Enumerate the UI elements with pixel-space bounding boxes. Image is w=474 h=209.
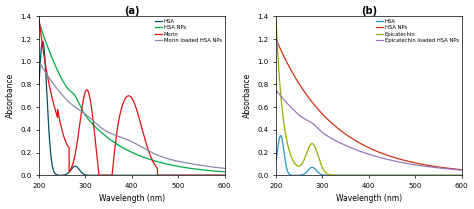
HSA xyxy=(278,134,283,137)
Morin xyxy=(217,174,222,177)
HSA xyxy=(127,174,132,177)
Morin xyxy=(96,174,102,177)
Epicatechin xyxy=(364,174,369,177)
Epicatechin loaded HSA NPs xyxy=(273,89,279,91)
HSA xyxy=(364,174,369,177)
Epicatechin xyxy=(453,174,459,177)
HSA NPs xyxy=(121,147,127,150)
HSA NPs xyxy=(454,168,459,170)
HSA NPs xyxy=(419,163,425,166)
HSA NPs xyxy=(273,38,279,40)
Morin loaded HSA NPs xyxy=(127,139,132,142)
Morin xyxy=(222,174,228,177)
Morin xyxy=(36,17,42,20)
Y-axis label: Absorbance: Absorbance xyxy=(6,73,15,119)
HSA xyxy=(40,40,46,43)
HSA NPs xyxy=(182,166,188,169)
Line: Morin loaded HSA NPs: Morin loaded HSA NPs xyxy=(39,62,225,168)
HSA xyxy=(217,174,222,177)
HSA NPs xyxy=(222,171,228,173)
HSA NPs xyxy=(216,170,222,173)
Morin xyxy=(46,80,51,83)
X-axis label: Wavelength (nm): Wavelength (nm) xyxy=(99,194,165,203)
Epicatechin loaded HSA NPs xyxy=(454,168,459,171)
HSA xyxy=(273,160,279,162)
HSA NPs xyxy=(364,145,369,148)
HSA NPs xyxy=(358,143,364,145)
Morin loaded HSA NPs xyxy=(182,162,188,164)
Epicatechin loaded HSA NPs xyxy=(364,152,369,155)
Morin loaded HSA NPs xyxy=(46,76,51,78)
HSA NPs xyxy=(46,48,51,50)
Line: Morin: Morin xyxy=(39,19,225,175)
Morin xyxy=(127,95,132,97)
Epicatechin loaded HSA NPs xyxy=(459,169,465,171)
Epicatechin loaded HSA NPs xyxy=(283,100,288,103)
Morin xyxy=(182,174,188,177)
Y-axis label: Absorbance: Absorbance xyxy=(243,73,252,119)
HSA xyxy=(222,174,228,177)
Line: HSA NPs: HSA NPs xyxy=(39,22,225,172)
Epicatechin xyxy=(273,17,279,20)
Epicatechin xyxy=(419,174,425,177)
Epicatechin xyxy=(358,174,364,177)
Epicatechin loaded HSA NPs xyxy=(453,168,459,171)
Line: Epicatechin loaded HSA NPs: Epicatechin loaded HSA NPs xyxy=(276,90,462,170)
Morin xyxy=(217,174,222,177)
Morin loaded HSA NPs xyxy=(222,167,228,169)
Line: Epicatechin: Epicatechin xyxy=(276,19,462,175)
HSA xyxy=(217,174,222,177)
HSA NPs xyxy=(36,21,42,23)
Morin loaded HSA NPs xyxy=(217,167,222,169)
HSA xyxy=(283,161,288,164)
Morin loaded HSA NPs xyxy=(36,60,42,63)
Epicatechin loaded HSA NPs xyxy=(419,165,425,167)
HSA xyxy=(36,84,42,86)
Morin loaded HSA NPs xyxy=(216,167,222,169)
HSA NPs xyxy=(217,170,222,173)
Epicatechin xyxy=(459,174,465,177)
HSA xyxy=(359,174,365,177)
Line: HSA: HSA xyxy=(39,41,225,175)
HSA NPs xyxy=(127,150,132,152)
HSA NPs xyxy=(459,168,465,171)
Epicatechin xyxy=(283,133,288,135)
Title: (a): (a) xyxy=(124,6,140,15)
Epicatechin xyxy=(454,174,459,177)
Legend: HSA, HSA NPs, Epicatechin, Epicatechin loaded HSA NPs: HSA, HSA NPs, Epicatechin, Epicatechin l… xyxy=(375,18,460,44)
HSA xyxy=(454,174,459,177)
Line: HSA: HSA xyxy=(276,135,462,175)
HSA xyxy=(46,124,51,126)
Title: (b): (b) xyxy=(361,6,377,15)
Legend: HSA, HSA NPs, Morin, Morin loaded HSA NPs: HSA, HSA NPs, Morin, Morin loaded HSA NP… xyxy=(154,18,223,44)
HSA xyxy=(454,174,459,177)
HSA xyxy=(459,174,465,177)
HSA NPs xyxy=(453,168,459,170)
Epicatechin loaded HSA NPs xyxy=(358,150,364,153)
HSA NPs xyxy=(283,58,288,61)
Morin xyxy=(122,99,128,101)
Morin loaded HSA NPs xyxy=(121,137,127,140)
X-axis label: Wavelength (nm): Wavelength (nm) xyxy=(336,194,402,203)
HSA xyxy=(182,174,188,177)
HSA xyxy=(122,174,128,177)
HSA xyxy=(419,174,425,177)
Line: HSA NPs: HSA NPs xyxy=(276,39,462,170)
